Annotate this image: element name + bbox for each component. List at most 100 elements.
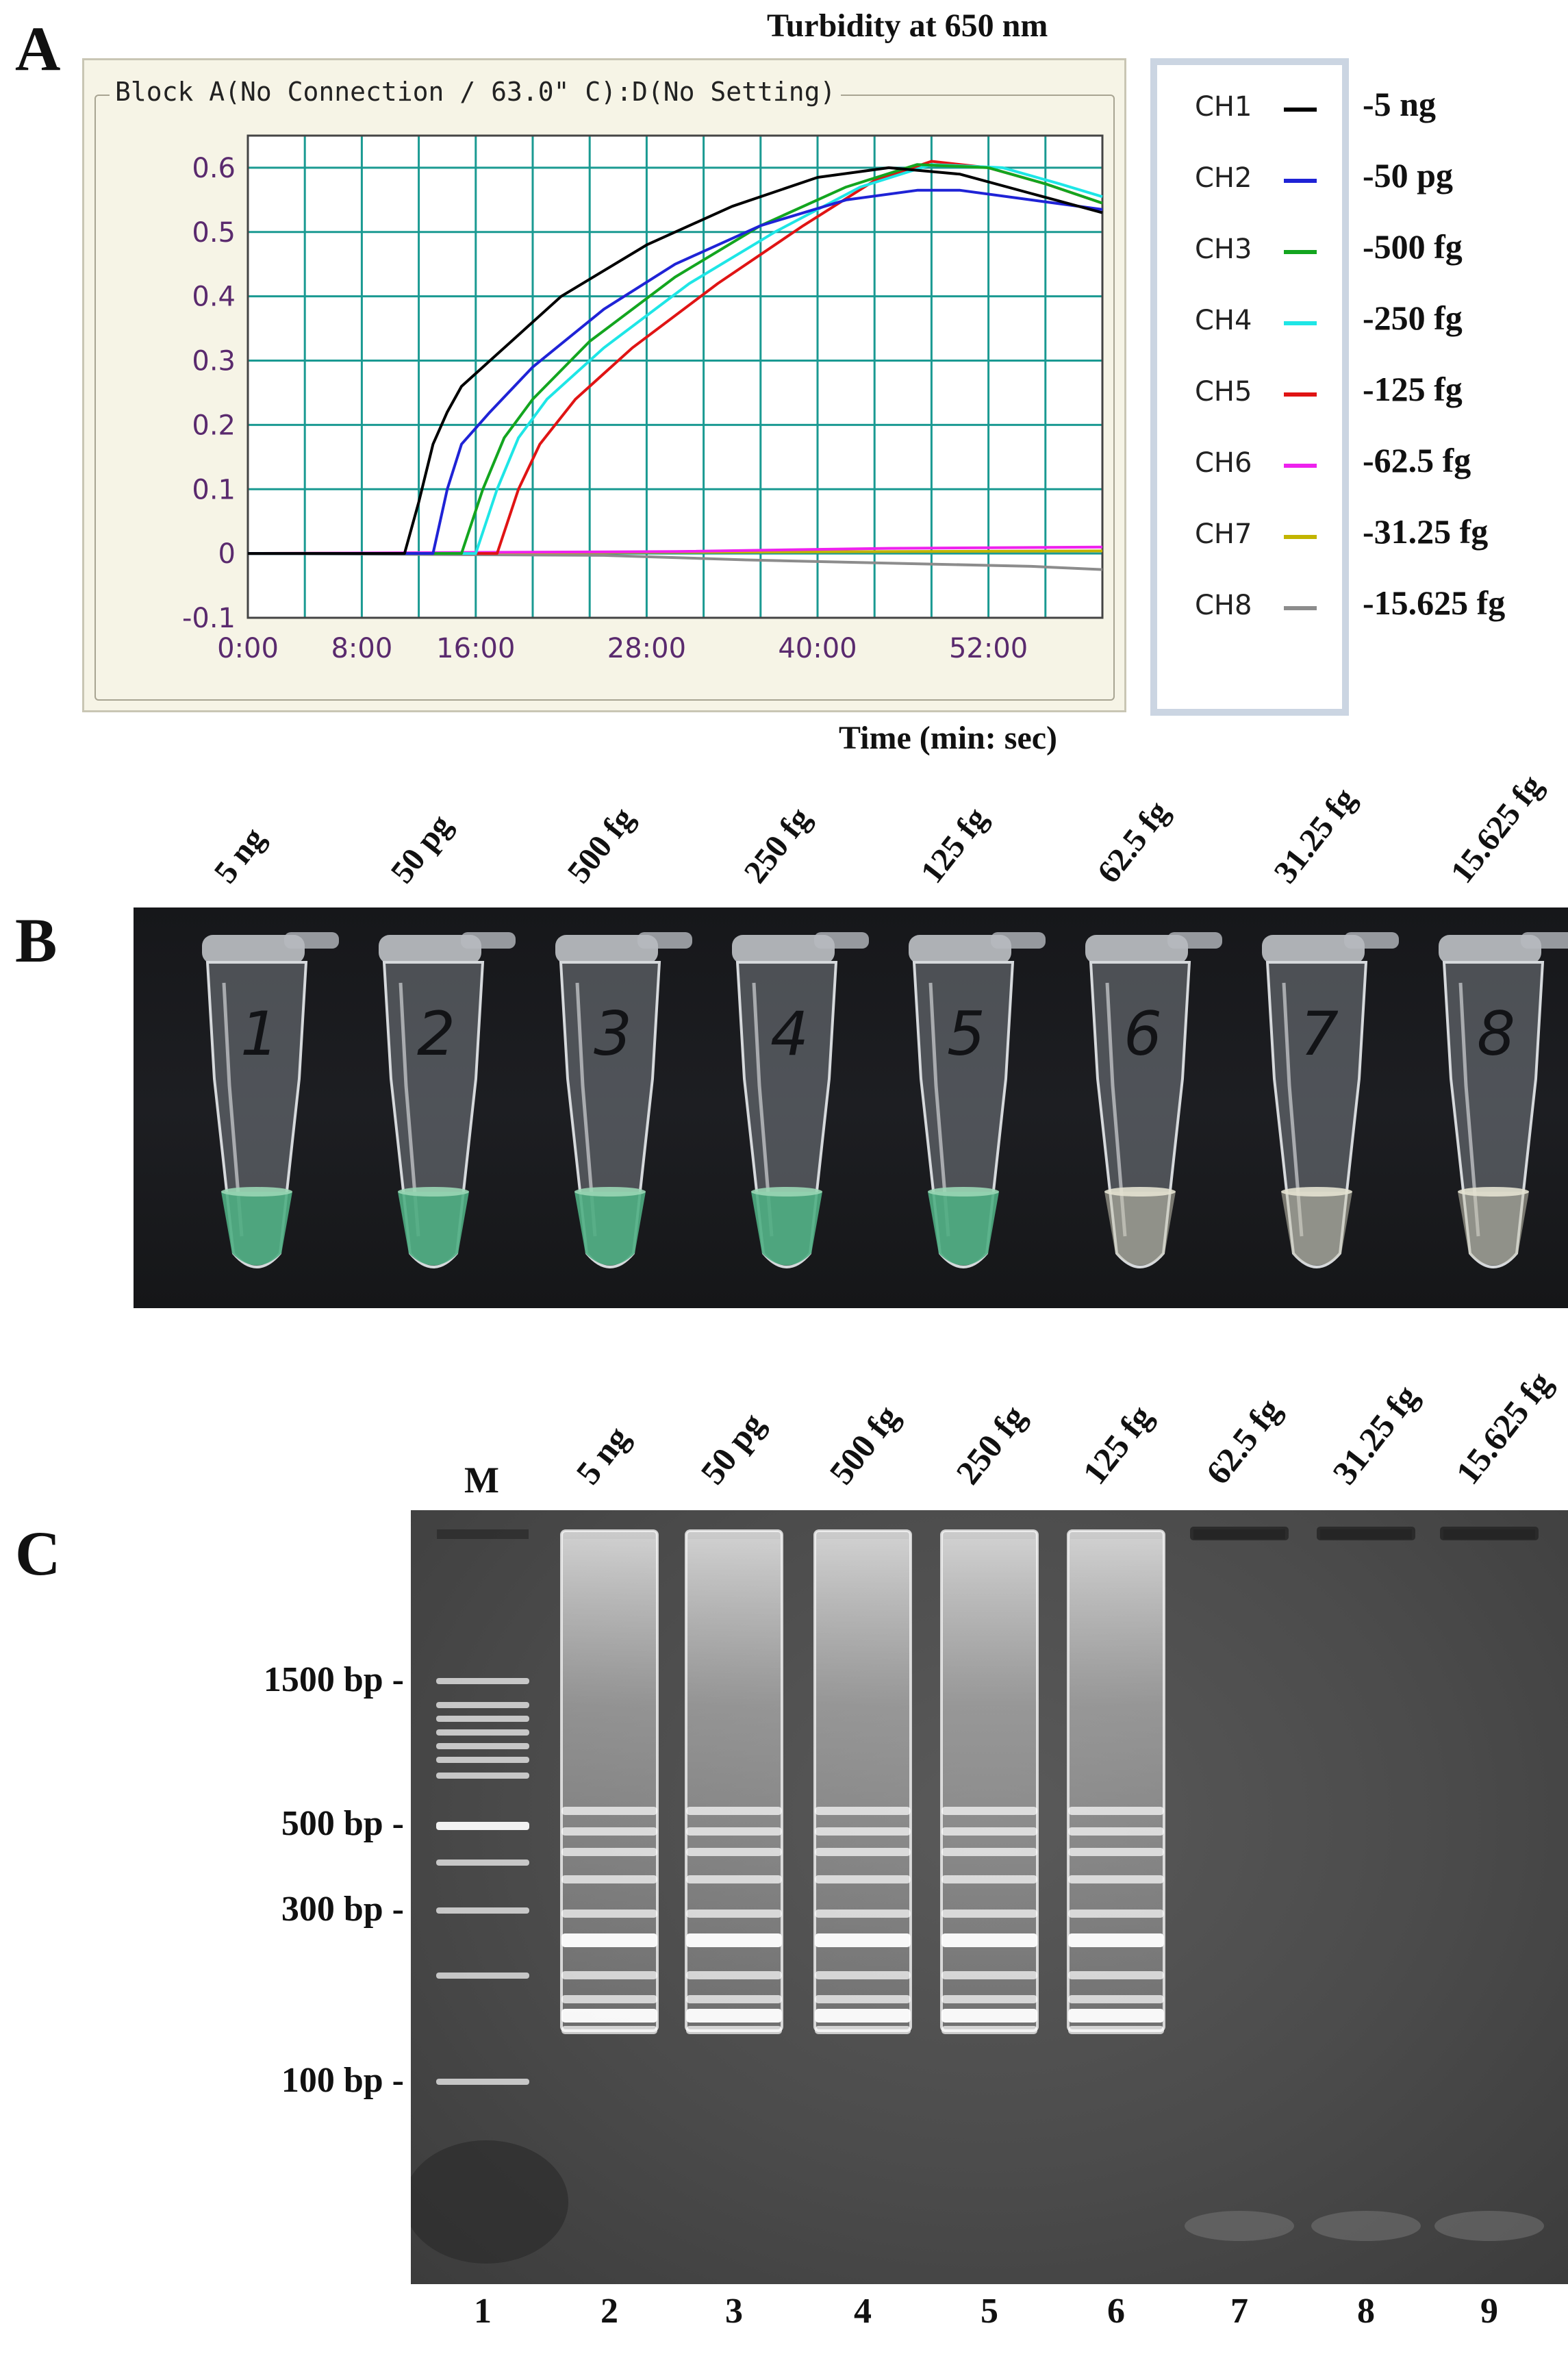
ladder-lane (436, 1678, 529, 2085)
amplification-band (686, 1827, 782, 1836)
gel-lane-number: 1 (474, 2292, 492, 2331)
tube-highlight (752, 982, 774, 1237)
y-tick-label: 0.1 (192, 474, 236, 505)
tube-lid-tab (1344, 932, 1399, 949)
lane-smear (1068, 1531, 1164, 2031)
legend-channel-ch1: CH1 (1195, 91, 1252, 123)
amplification-band (561, 1827, 657, 1836)
tube-4: 4 (732, 932, 869, 1268)
tube-concentration-label: 62.5 fg (1090, 794, 1176, 890)
amplification-band (686, 2009, 782, 2023)
gel-lane-number: 5 (981, 2292, 998, 2331)
tube-liquid-green (574, 1192, 646, 1266)
tube-lid (1439, 935, 1541, 964)
sample-lane-negative (1434, 1527, 1544, 2241)
ladder-band (436, 1743, 529, 1749)
tube-lid-tab (637, 932, 692, 949)
tube-liquid-green (398, 1192, 469, 1266)
amplification-band (941, 1807, 1037, 1815)
tube-meniscus (928, 1187, 999, 1197)
marker-size-label: 300 bp - (281, 1890, 404, 1929)
ladder-band (436, 1757, 529, 1763)
marker-size-label: 100 bp - (281, 2061, 404, 2100)
tube-highlight (575, 982, 597, 1237)
amplification-band (561, 2026, 657, 2034)
tube-liquid-green (928, 1192, 999, 1266)
gel-lane-concentration-label: 15.625 fg (1448, 1364, 1560, 1492)
x-tick-label: 0:00 (217, 633, 279, 664)
amplification-band (686, 1807, 782, 1815)
gel-lane-concentration-label: 50 pg (693, 1405, 772, 1492)
panel-letter-a: A (15, 14, 61, 84)
tube-number: 8 (1477, 999, 1515, 1069)
tube-1: 1 (202, 932, 339, 1268)
tube-lid (379, 935, 481, 964)
y-tick-label: 0.6 (192, 153, 236, 184)
legend-amount-ch1: -5 ng (1363, 85, 1436, 123)
plot-area (248, 136, 1102, 618)
amplification-band (561, 1995, 657, 2003)
x-tick-label: 28:00 (607, 633, 686, 664)
amplification-band (1068, 1807, 1164, 1815)
tube-liquid-green (221, 1192, 292, 1266)
tube-number: 6 (1124, 999, 1162, 1069)
amplification-band (1068, 2009, 1164, 2023)
amplification-band (686, 1995, 782, 2003)
tube-liquid-clear (1104, 1192, 1176, 1266)
x-axis-title: Time (min: sec) (839, 720, 1058, 756)
amplification-band (815, 1827, 911, 1836)
tube-concentration-label: 50 pg (383, 807, 459, 890)
legend-swatch-ch5 (1284, 392, 1317, 397)
amplification-band (561, 1971, 657, 1979)
amplification-band (1068, 2026, 1164, 2034)
tube-lid (909, 935, 1011, 964)
ladder-band (436, 1716, 529, 1722)
series-line-ch2 (248, 188, 1103, 555)
gel-lane-concentration-label: 62.5 fg (1198, 1391, 1289, 1492)
tube-number: 5 (947, 999, 985, 1069)
primer-dimer-haze (1434, 2211, 1544, 2241)
amplification-band (686, 2026, 782, 2034)
tube-meniscus (1104, 1187, 1176, 1197)
well-residue (1190, 1527, 1289, 1540)
tube-highlight (1458, 982, 1480, 1237)
primer-dimer-haze (1311, 2211, 1421, 2241)
legend-amount-ch7: -31.25 fg (1363, 512, 1489, 551)
gel-lane-concentration-label: 250 fg (948, 1398, 1033, 1492)
amplification-band (1068, 1910, 1164, 1918)
tube-number: 1 (240, 999, 279, 1069)
tube-3: 3 (555, 932, 692, 1268)
amplification-band (561, 1848, 657, 1856)
tube-lid-tab (284, 932, 339, 949)
tube-lid (1085, 935, 1188, 964)
amplification-band (561, 1807, 657, 1815)
ladder-band (436, 2079, 529, 2085)
amplification-band (561, 1875, 657, 1883)
amplification-band (686, 1910, 782, 1918)
legend-channel-ch3: CH3 (1195, 234, 1252, 265)
series-line-ch8 (247, 552, 1103, 571)
legend-swatch-ch3 (1284, 250, 1317, 254)
tube-concentration-label: 15.625 fg (1443, 768, 1550, 890)
ladder-band (436, 1860, 529, 1866)
legend-amount-ch4: -250 fg (1363, 299, 1463, 337)
legend-swatch-ch1 (1284, 108, 1317, 112)
tube-5: 5 (909, 932, 1046, 1268)
ladder-band (436, 1773, 529, 1779)
tube-photo: 1 2 3 4 5 6 7 8 (134, 907, 1568, 1308)
ladder-band (436, 1678, 529, 1684)
amplification-band (561, 2009, 657, 2023)
tube-number: 2 (417, 999, 455, 1069)
amplification-band (815, 2009, 911, 2023)
ladder-band (436, 1702, 529, 1708)
amplification-band (941, 1827, 1037, 1836)
tube-lid-tab (991, 932, 1046, 949)
amplification-band (686, 1875, 782, 1883)
tube-meniscus (1281, 1187, 1352, 1197)
gel-lane-number: 4 (854, 2292, 872, 2331)
tube-meniscus (1458, 1187, 1529, 1197)
tube-7: 7 (1262, 932, 1399, 1268)
amplification-band (815, 1971, 911, 1979)
amplification-band (815, 2026, 911, 2034)
gel-well (437, 1529, 529, 1539)
